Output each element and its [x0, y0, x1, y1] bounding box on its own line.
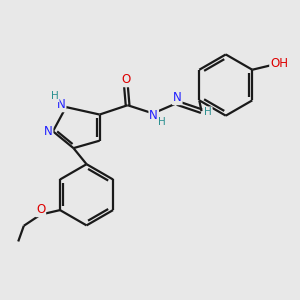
- Text: N: N: [44, 125, 52, 138]
- Text: O: O: [122, 73, 131, 86]
- Text: N: N: [173, 91, 182, 104]
- Text: N: N: [149, 109, 158, 122]
- Text: H: H: [51, 91, 59, 101]
- Text: N: N: [57, 98, 65, 111]
- Text: H: H: [158, 117, 166, 127]
- Text: OH: OH: [270, 57, 288, 70]
- Text: O: O: [36, 203, 45, 216]
- Text: H: H: [204, 107, 212, 117]
